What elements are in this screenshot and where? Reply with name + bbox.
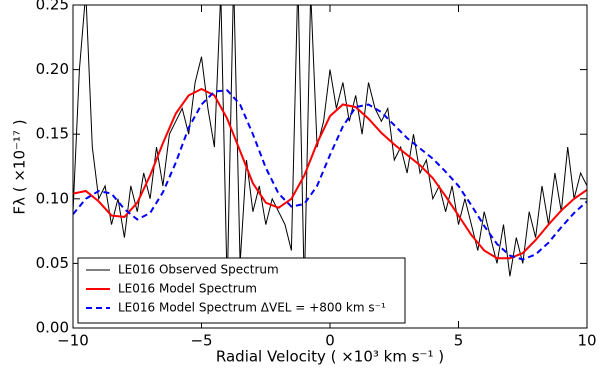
legend-label: LE016 Observed Spectrum [118,263,279,277]
x-tick-label: −5 [190,332,212,350]
y-tick-label: 0.25 [36,0,69,14]
series-line [73,89,587,261]
legend-label: LE016 Model Spectrum ΔVEL = +800 km s⁻¹ [118,301,386,315]
plot-frame [72,4,588,329]
x-tick-label: 10 [577,332,596,350]
x-tick-label: −10 [57,332,89,350]
x-tick-label: 0 [325,332,335,350]
plot-area [73,5,587,290]
y-tick-label: 0.00 [36,319,69,337]
y-tick-label: 0.10 [36,189,69,207]
y-tick-label: 0.05 [36,254,69,272]
series-line [73,87,587,260]
y-tick-label: 0.15 [36,125,69,143]
y-axis-label: Fλ ( ×10⁻¹⁷ ) [11,119,29,214]
legend-label: LE016 Model Spectrum [118,282,257,296]
y-tick-label: 0.20 [36,60,69,78]
series-line [73,5,587,290]
x-tick-label: 5 [454,332,464,350]
legend-box [77,257,406,324]
x-axis-label: Radial Velocity ( ×10³ km s⁻¹ ) [216,348,444,366]
legend: LE016 Observed Spectrum LE016 Model Spect… [77,257,406,324]
